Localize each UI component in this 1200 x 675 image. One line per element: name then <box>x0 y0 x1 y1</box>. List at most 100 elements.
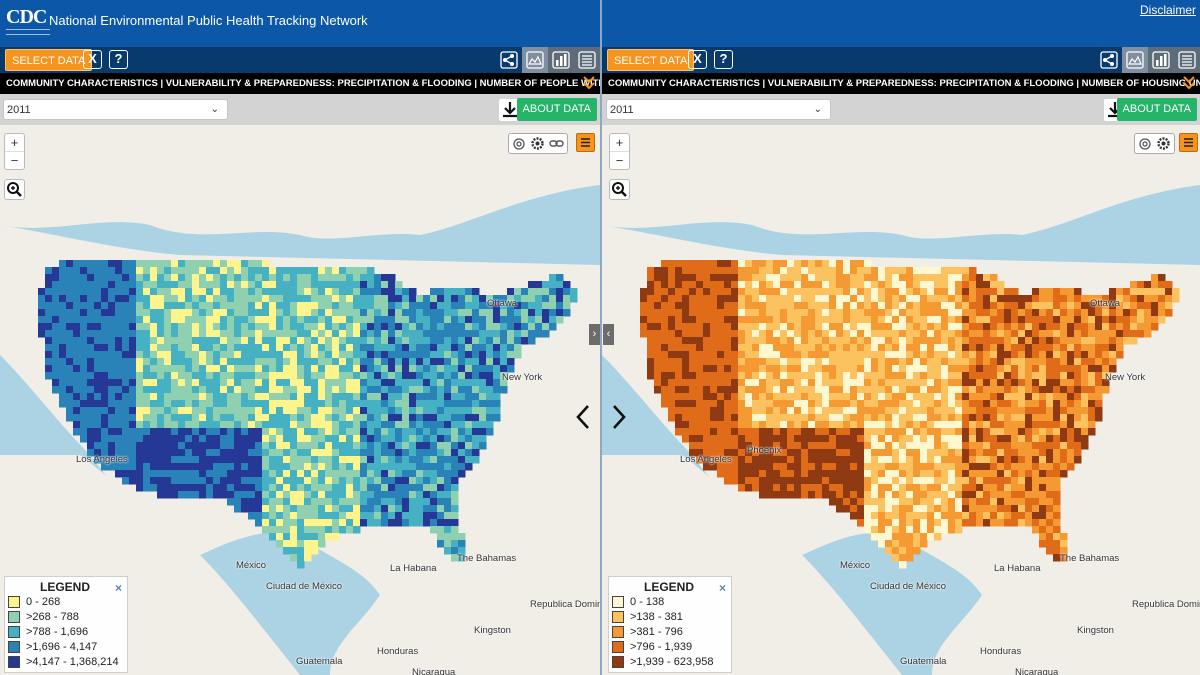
county-cell[interactable] <box>829 491 837 499</box>
county-cell[interactable] <box>871 519 879 527</box>
county-cell[interactable] <box>262 386 270 394</box>
county-cell[interactable] <box>913 414 921 422</box>
county-cell[interactable] <box>325 463 333 471</box>
county-cell[interactable] <box>157 456 165 464</box>
county-cell[interactable] <box>1018 386 1026 394</box>
county-cell[interactable] <box>115 449 123 457</box>
county-cell[interactable] <box>304 428 312 436</box>
county-cell[interactable] <box>1018 302 1026 310</box>
county-cell[interactable] <box>1018 449 1026 457</box>
county-cell[interactable] <box>836 365 844 373</box>
county-cell[interactable] <box>80 372 88 380</box>
county-cell[interactable] <box>948 526 956 534</box>
county-cell[interactable] <box>451 428 459 436</box>
county-cell[interactable] <box>80 337 88 345</box>
county-cell[interactable] <box>976 302 984 310</box>
county-cell[interactable] <box>353 358 361 366</box>
county-cell[interactable] <box>87 358 95 366</box>
county-cell[interactable] <box>465 442 473 450</box>
county-cell[interactable] <box>906 365 914 373</box>
county-cell[interactable] <box>962 477 970 485</box>
county-cell[interactable] <box>843 449 851 457</box>
county-cell[interactable] <box>941 484 949 492</box>
county-cell[interactable] <box>1137 309 1145 317</box>
county-cell[interactable] <box>45 351 53 359</box>
county-cell[interactable] <box>381 379 389 387</box>
county-cell[interactable] <box>381 470 389 478</box>
county-cell[interactable] <box>1039 435 1047 443</box>
county-cell[interactable] <box>878 505 886 513</box>
county-cell[interactable] <box>941 428 949 436</box>
county-cell[interactable] <box>192 344 200 352</box>
county-cell[interactable] <box>276 365 284 373</box>
county-cell[interactable] <box>115 260 123 268</box>
county-cell[interactable] <box>983 414 991 422</box>
county-cell[interactable] <box>164 351 172 359</box>
county-cell[interactable] <box>304 330 312 338</box>
county-cell[interactable] <box>262 498 270 506</box>
county-cell[interactable] <box>675 421 683 429</box>
county-cell[interactable] <box>822 267 830 275</box>
county-cell[interactable] <box>38 302 46 310</box>
county-cell[interactable] <box>773 274 781 282</box>
county-cell[interactable] <box>878 540 886 548</box>
county-cell[interactable] <box>787 323 795 331</box>
county-cell[interactable] <box>871 295 879 303</box>
county-cell[interactable] <box>885 358 893 366</box>
county-cell[interactable] <box>696 407 704 415</box>
county-cell[interactable] <box>1109 330 1117 338</box>
county-cell[interactable] <box>962 309 970 317</box>
county-cell[interactable] <box>52 309 60 317</box>
county-cell[interactable] <box>248 309 256 317</box>
county-cell[interactable] <box>780 421 788 429</box>
county-cell[interactable] <box>941 337 949 345</box>
county-cell[interactable] <box>850 470 858 478</box>
county-cell[interactable] <box>941 435 949 443</box>
county-cell[interactable] <box>206 281 214 289</box>
county-cell[interactable] <box>143 358 151 366</box>
county-cell[interactable] <box>395 316 403 324</box>
county-cell[interactable] <box>1046 428 1054 436</box>
county-cell[interactable] <box>402 477 410 485</box>
county-cell[interactable] <box>710 316 718 324</box>
county-cell[interactable] <box>234 358 242 366</box>
county-cell[interactable] <box>423 470 431 478</box>
county-cell[interactable] <box>52 267 60 275</box>
county-cell[interactable] <box>682 435 690 443</box>
county-cell[interactable] <box>962 505 970 513</box>
county-cell[interactable] <box>1067 407 1075 415</box>
county-cell[interactable] <box>227 421 235 429</box>
county-cell[interactable] <box>1081 351 1089 359</box>
county-cell[interactable] <box>689 421 697 429</box>
county-cell[interactable] <box>710 267 718 275</box>
county-cell[interactable] <box>150 435 158 443</box>
county-cell[interactable] <box>304 358 312 366</box>
county-cell[interactable] <box>724 386 732 394</box>
county-cell[interactable] <box>906 379 914 387</box>
county-cell[interactable] <box>101 435 109 443</box>
county-cell[interactable] <box>850 407 858 415</box>
county-cell[interactable] <box>647 351 655 359</box>
county-cell[interactable] <box>101 421 109 429</box>
county-cell[interactable] <box>1158 316 1166 324</box>
county-cell[interactable] <box>192 295 200 303</box>
county-cell[interactable] <box>129 442 137 450</box>
county-cell[interactable] <box>374 463 382 471</box>
county-cell[interactable] <box>325 484 333 492</box>
county-cell[interactable] <box>367 267 375 275</box>
county-cell[interactable] <box>472 358 480 366</box>
county-cell[interactable] <box>220 463 228 471</box>
county-cell[interactable] <box>1011 428 1019 436</box>
county-cell[interactable] <box>339 386 347 394</box>
county-cell[interactable] <box>206 386 214 394</box>
county-cell[interactable] <box>1025 505 1033 513</box>
county-cell[interactable] <box>549 281 557 289</box>
county-cell[interactable] <box>1074 393 1082 401</box>
county-cell[interactable] <box>1130 337 1138 345</box>
county-cell[interactable] <box>731 449 739 457</box>
county-cell[interactable] <box>955 463 963 471</box>
county-cell[interactable] <box>185 288 193 296</box>
county-cell[interactable] <box>696 274 704 282</box>
county-cell[interactable] <box>1011 470 1019 478</box>
county-cell[interactable] <box>388 456 396 464</box>
